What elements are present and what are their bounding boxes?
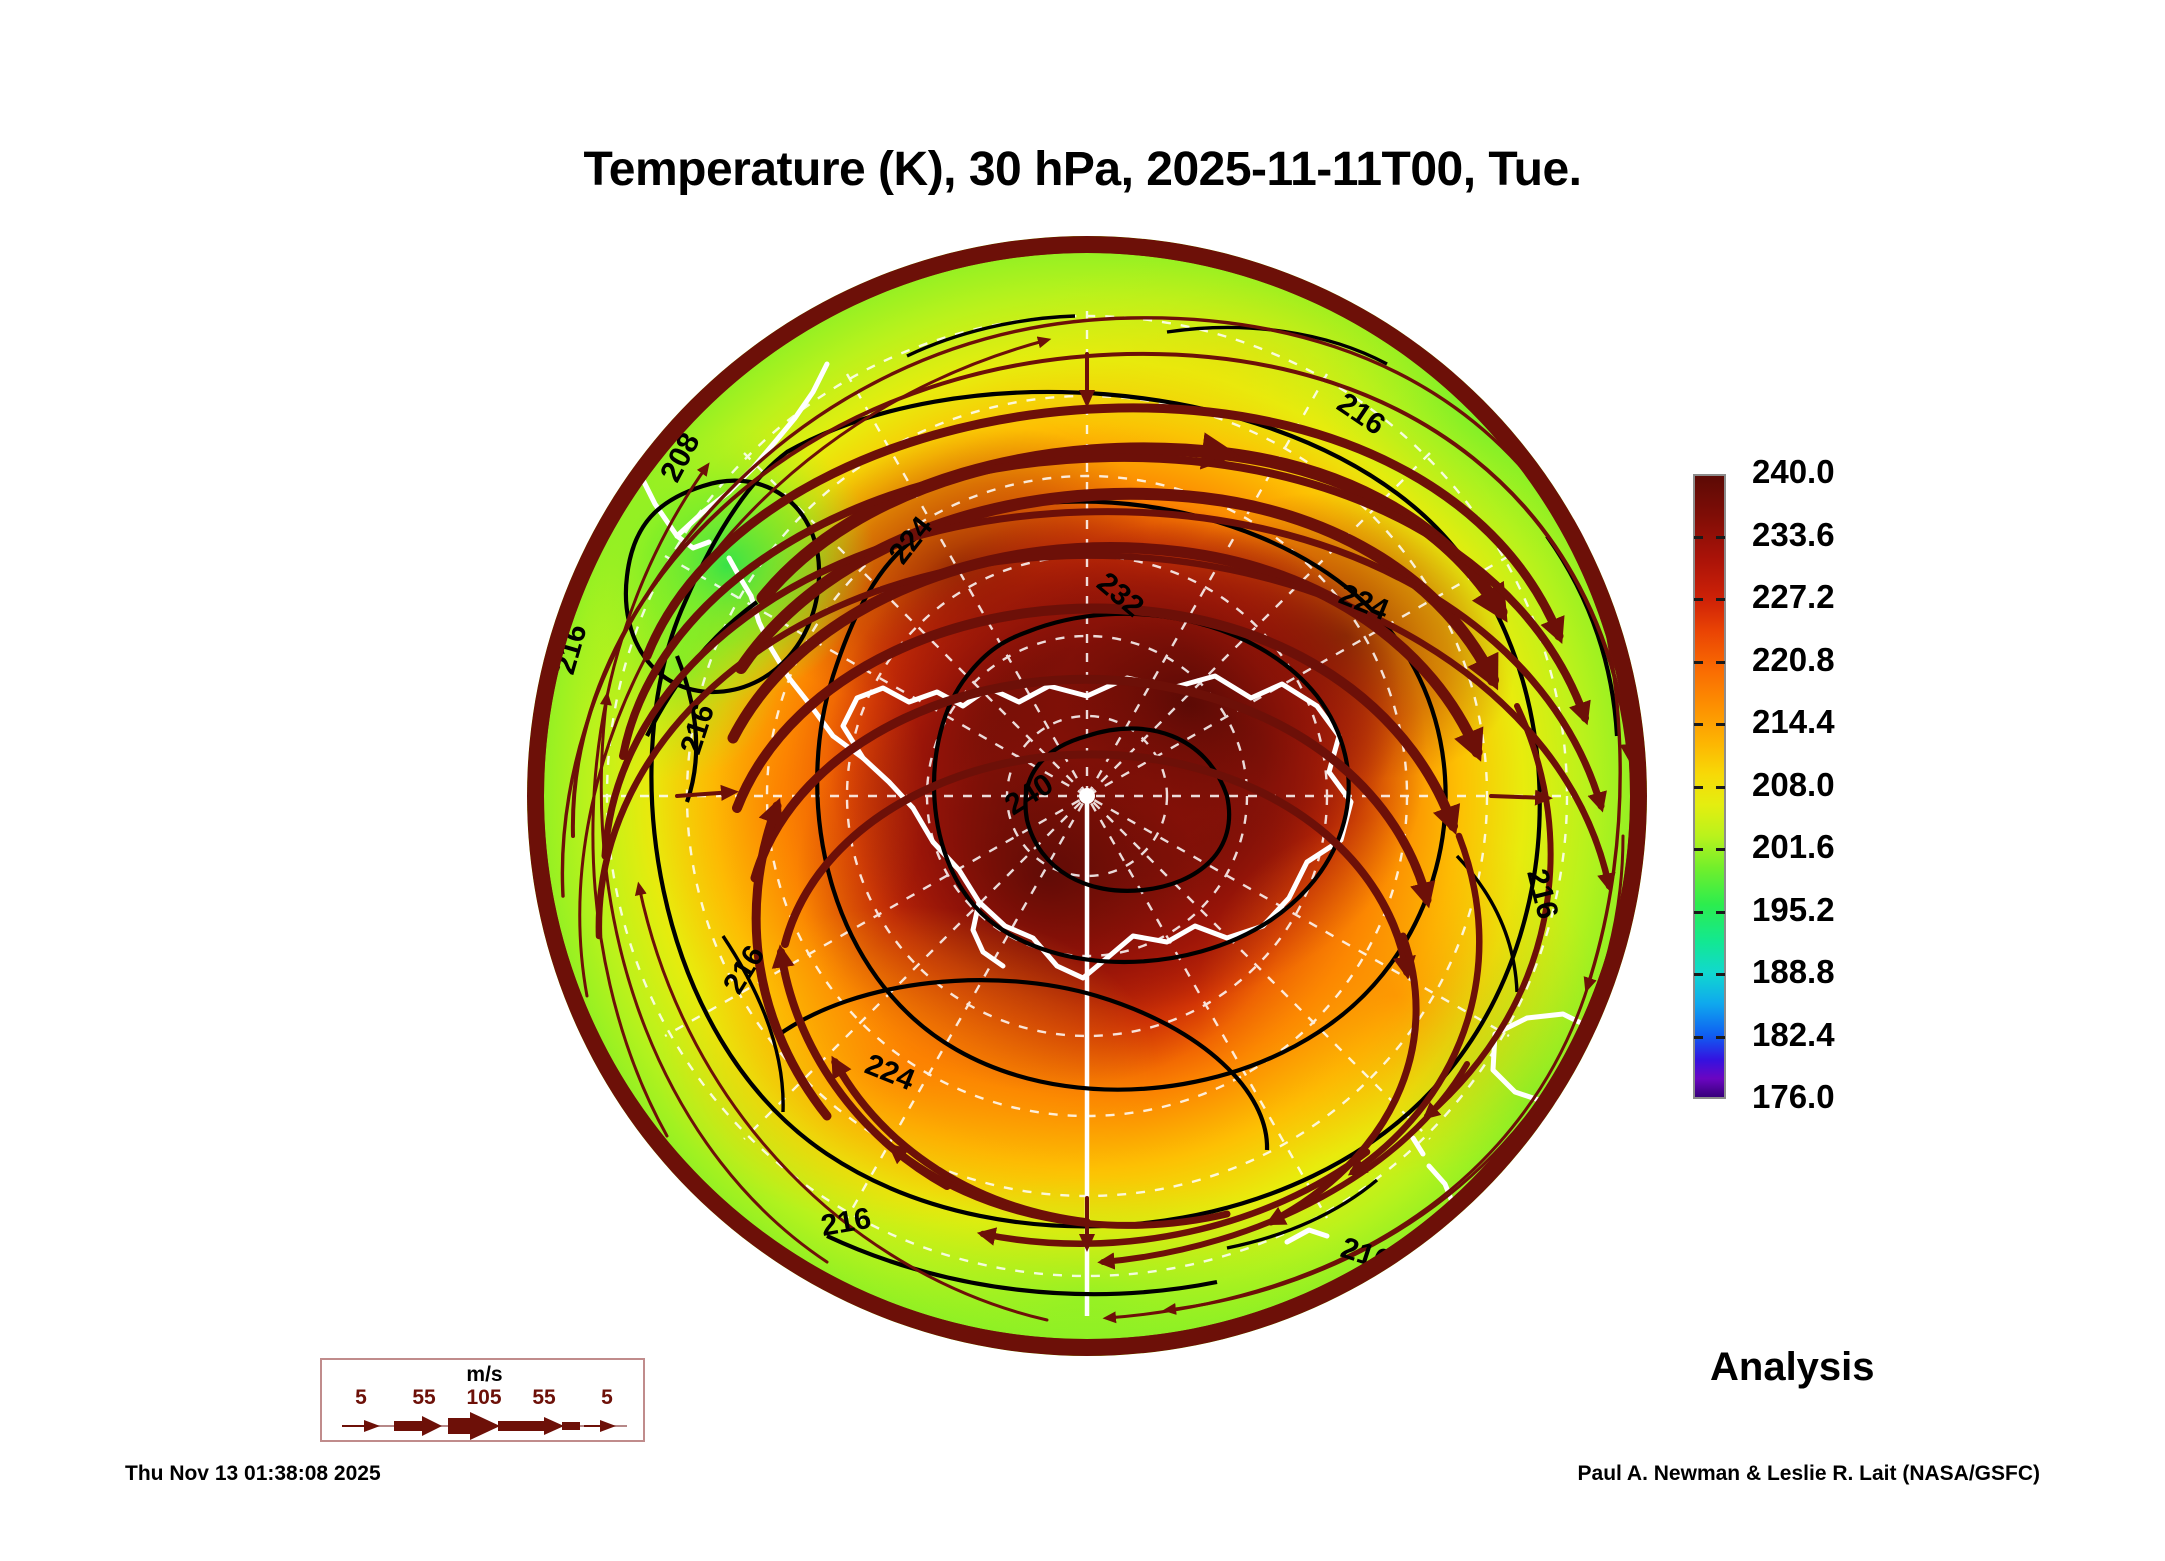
wind-value-1: 55 — [412, 1386, 436, 1409]
contour-label-232: 232 — [1091, 566, 1151, 623]
wind-speed-legend: m/s 5 55 105 55 5 — [320, 1358, 645, 1442]
wind-value-4: 5 — [601, 1386, 613, 1409]
colorbar-label-227-2: 227.2 — [1752, 578, 1835, 615]
contour-label-216-h: 216 — [1520, 866, 1564, 923]
colorbar-label-214-4: 214.4 — [1752, 703, 1835, 740]
contour-label-layer: 208 216 216 216 216 216 216 216 216 224 … — [548, 299, 1564, 1278]
contour-label-240: 240 — [999, 767, 1059, 822]
contour-label-216-d: 216 — [717, 940, 772, 1000]
colorbar-tick — [1716, 910, 1725, 914]
colorbar-tick — [1694, 785, 1703, 789]
colorbar: 240.0 233.6 227.2 220.8 214.4 208.0 201.6 195.2… — [1693, 455, 2093, 1115]
polar-map-panel: 208 216 216 216 216 216 216 216 216 224 … — [527, 236, 1647, 1356]
colorbar-tick — [1694, 973, 1703, 976]
colorbar-tick — [1716, 598, 1725, 601]
wind-value-3: 55 — [532, 1386, 556, 1409]
contour-label-216-e: 216 — [818, 1202, 873, 1243]
contour-label-224-b: 224 — [1334, 578, 1393, 627]
page-title: Temperature (K), 30 hPa, 2025-11-11T00, … — [583, 143, 1583, 196]
contour-label-216-b: 216 — [548, 621, 594, 678]
colorbar-tick — [1716, 785, 1725, 789]
analysis-label: Analysis — [1710, 1345, 1875, 1389]
map-disc: 208 216 216 216 216 216 216 216 216 224 … — [527, 236, 1647, 1356]
colorbar-tick — [1694, 910, 1703, 914]
contour-label-216-a: 216 — [596, 299, 654, 358]
colorbar-label-195-2: 195.2 — [1752, 890, 1835, 928]
colorbar-tick — [1716, 660, 1725, 664]
colorbar-label-176-0: 176.0 — [1752, 1078, 1835, 1115]
coastline-layer — [542, 295, 1612, 1245]
wind-arrow-scale-icon — [342, 1412, 627, 1440]
contour-label-216-c: 216 — [674, 700, 721, 758]
colorbar-label-201-6: 201.6 — [1752, 828, 1835, 865]
colorbar-label-188-8: 188.8 — [1752, 953, 1835, 990]
colorbar-label-182-4: 182.4 — [1752, 1015, 1835, 1053]
colorbar-tick — [1694, 1035, 1703, 1039]
colorbar-tick — [1694, 723, 1703, 726]
colorbar-tick — [1694, 848, 1703, 851]
colorbar-tick — [1716, 973, 1725, 976]
author-credit: Paul A. Newman & Leslie R. Lait (NASA/GS… — [1577, 1462, 2040, 1485]
wind-units-label: m/s — [466, 1363, 503, 1386]
colorbar-tick — [1716, 535, 1725, 539]
colorbar-tick — [1716, 1035, 1725, 1039]
colorbar-tick — [1716, 848, 1725, 851]
colorbar-label-233-6: 233.6 — [1752, 515, 1835, 553]
contour-label-216-g: 216 — [1331, 386, 1391, 441]
colorbar-tick — [1694, 535, 1703, 539]
generation-timestamp: Thu Nov 13 01:38:08 2025 — [125, 1462, 381, 1485]
colorbar-label-220-8: 220.8 — [1752, 640, 1835, 678]
colorbar-tick — [1694, 598, 1703, 601]
colorbar-tick — [1694, 660, 1703, 664]
contour-label-224-c: 224 — [860, 1048, 919, 1097]
contour-label-224-a: 224 — [883, 510, 940, 570]
colorbar-label-240-0: 240.0 — [1752, 453, 1835, 490]
colorbar-tick — [1716, 723, 1725, 726]
wind-value-2: 105 — [466, 1386, 502, 1409]
contour-label-208: 208 — [654, 428, 707, 488]
colorbar-label-208-0: 208.0 — [1752, 765, 1835, 803]
contour-label-216-f: 216 — [1337, 1231, 1395, 1278]
wind-value-0: 5 — [355, 1386, 367, 1409]
wind-streamline-layer — [560, 316, 1646, 1324]
